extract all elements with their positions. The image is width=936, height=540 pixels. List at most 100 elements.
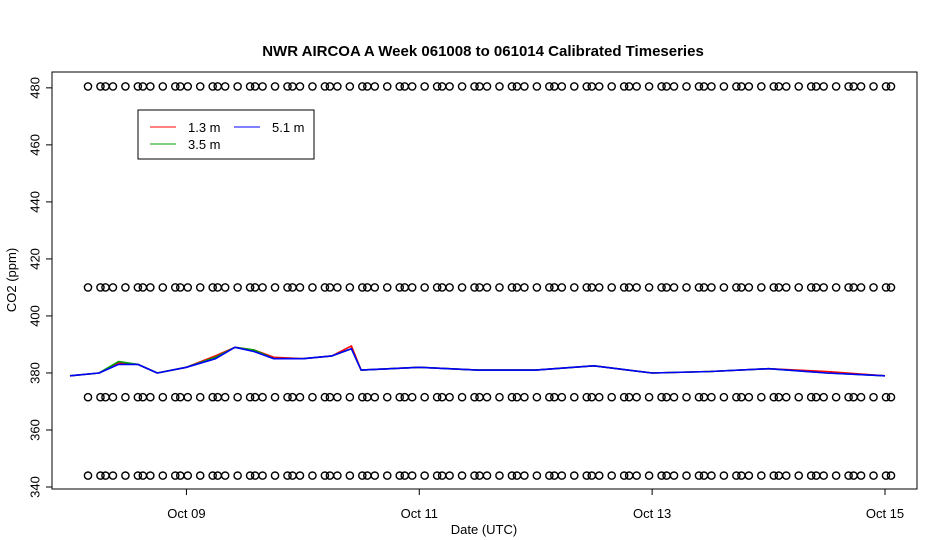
reference-marker <box>395 471 405 480</box>
reference-marker <box>794 82 804 91</box>
reference-marker <box>457 82 467 91</box>
reference-marker <box>170 82 180 91</box>
reference-marker <box>781 471 791 480</box>
reference-marker <box>358 283 367 292</box>
reference-marker <box>220 471 230 480</box>
reference-marker <box>432 471 442 480</box>
reference-marker <box>569 471 579 480</box>
reference-marker <box>208 283 217 292</box>
reference-marker <box>886 283 896 292</box>
reference-marker <box>707 82 716 91</box>
y-tick-label: 340 <box>27 476 42 498</box>
reference-marker <box>208 392 217 402</box>
reference-marker <box>557 392 567 402</box>
reference-marker <box>662 82 671 91</box>
x-axis-label: Date (UTC) <box>451 522 517 537</box>
reference-marker <box>295 283 305 292</box>
x-tick-label: Oct 13 <box>633 506 671 521</box>
reference-marker <box>619 471 629 480</box>
reference-marker <box>158 82 168 91</box>
reference-marker <box>774 82 784 91</box>
reference-marker <box>694 82 704 91</box>
reference-marker <box>183 471 193 480</box>
reference-marker <box>512 392 522 402</box>
reference-marker <box>856 82 866 91</box>
reference-marker <box>744 392 754 402</box>
reference-marker <box>195 392 205 402</box>
reference-marker <box>507 82 517 91</box>
reference-marker <box>121 82 130 91</box>
reference-marker <box>288 82 297 91</box>
reference-marker <box>170 283 180 292</box>
reference-marker <box>512 283 522 292</box>
reference-marker <box>869 82 878 91</box>
reference-marker <box>794 392 804 402</box>
reference-marker <box>619 82 629 91</box>
reference-marker <box>325 392 335 402</box>
reference-marker <box>475 392 484 402</box>
reference-marker <box>819 392 828 402</box>
reference-marker <box>133 471 143 480</box>
reference-marker <box>587 392 597 402</box>
reference-marker <box>395 283 405 292</box>
reference-marker <box>258 392 267 402</box>
reference-marker <box>769 283 779 292</box>
reference-marker <box>774 471 784 480</box>
reference-marker <box>607 471 616 480</box>
reference-marker <box>407 471 417 480</box>
x-tick-label: Oct 15 <box>866 506 904 521</box>
reference-marker <box>520 471 529 480</box>
reference-marker <box>470 392 479 402</box>
y-axis-label: CO2 (ppm) <box>4 248 19 312</box>
reference-marker <box>886 392 896 402</box>
reference-marker <box>886 471 896 480</box>
reference-marker <box>532 82 542 91</box>
reference-marker <box>495 471 504 480</box>
reference-marker <box>220 392 230 402</box>
reference-marker <box>470 471 479 480</box>
reference-marker <box>270 82 280 91</box>
reference-marker <box>325 82 335 91</box>
reference-marker <box>220 283 230 292</box>
reference-marker <box>138 392 148 402</box>
reference-marker <box>632 82 641 91</box>
reference-marker <box>769 471 779 480</box>
reference-marker <box>195 82 205 91</box>
reference-marker <box>744 471 754 480</box>
reference-marker <box>657 82 666 91</box>
reference-marker <box>856 392 866 402</box>
reference-marker <box>208 471 217 480</box>
reference-marker <box>213 283 222 292</box>
reference-marker <box>582 392 592 402</box>
reference-marker <box>400 82 410 91</box>
reference-marker <box>83 392 93 402</box>
reference-marker <box>101 82 110 91</box>
reference-marker <box>437 82 447 91</box>
reference-marker <box>183 82 193 91</box>
reference-marker <box>744 82 754 91</box>
reference-marker <box>507 283 517 292</box>
reference-marker <box>495 82 504 91</box>
reference-marker <box>707 471 716 480</box>
reference-marker <box>250 283 260 292</box>
reference-marker <box>849 471 858 480</box>
reference-marker <box>138 82 148 91</box>
reference-marker <box>520 392 529 402</box>
reference-marker <box>101 283 110 292</box>
reference-marker <box>175 392 185 402</box>
reference-marker <box>195 283 205 292</box>
reference-marker <box>382 283 392 292</box>
reference-marker <box>233 392 242 402</box>
reference-marker <box>545 82 554 91</box>
reference-marker <box>308 283 317 292</box>
reference-marker <box>382 471 392 480</box>
reference-marker <box>719 82 729 91</box>
reference-marker <box>669 82 679 91</box>
reference-marker <box>108 392 118 402</box>
reference-marker <box>644 471 654 480</box>
reference-marker <box>432 283 442 292</box>
reference-marker <box>325 471 335 480</box>
reference-marker <box>183 283 193 292</box>
reference-marker <box>482 392 492 402</box>
reference-marker <box>258 471 267 480</box>
